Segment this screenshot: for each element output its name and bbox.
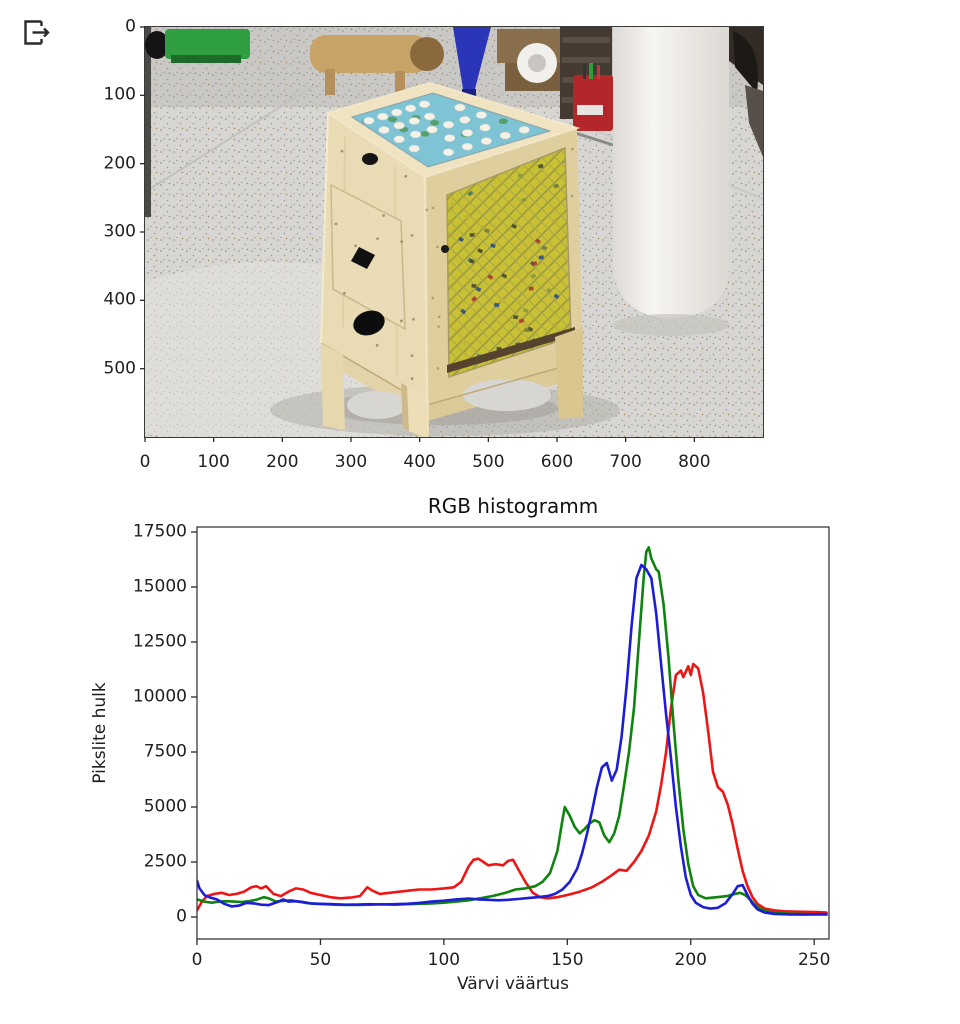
image-x-tick-label: 700 (609, 452, 642, 472)
handle-hole (353, 310, 385, 336)
image-x-tick-label: 0 (139, 452, 151, 472)
hist-x-tick-label: 250 (797, 950, 831, 970)
hist-y-tick-label: 12500 (132, 631, 187, 652)
screw-holes (334, 147, 574, 381)
red-toolbox (573, 63, 613, 131)
tape-roll (517, 43, 557, 83)
wooden-game-box (320, 81, 584, 437)
leaning-panel (330, 183, 406, 331)
dark-corner (729, 27, 763, 157)
image-y-tick-label: 100 (103, 84, 136, 105)
green-machine (165, 29, 250, 63)
panel-knob (351, 247, 375, 269)
hist-x-tick-label: 100 (427, 950, 461, 970)
image-x-tick-label: 100 (197, 452, 230, 472)
handle-hole (362, 153, 378, 165)
image-y-tick-label: 400 (103, 289, 136, 310)
hist-x-tick-label: 200 (674, 950, 707, 970)
top-game-board (350, 92, 552, 168)
image-y-tick-label: 200 (103, 153, 136, 174)
hist-x-tick-label: 150 (551, 950, 584, 970)
hist-y-tick-label: 10000 (132, 686, 187, 707)
histogram-lines (197, 546, 828, 916)
peg-hole (441, 245, 449, 253)
image-x-tick-label: 800 (678, 452, 711, 472)
hist-y-tick-label: 2500 (143, 851, 187, 872)
right-arch (463, 379, 551, 411)
chart-title: RGB histogramm (427, 494, 599, 518)
hist-y-tick-label: 17500 (132, 521, 187, 542)
white-plastic-container (613, 27, 729, 336)
image-x-tick-label: 200 (266, 452, 299, 472)
wooden-roller-tool (310, 35, 444, 97)
green-channel-line (197, 546, 828, 916)
image-x-tick-label: 400 (403, 452, 436, 472)
background-shelf-items (145, 27, 763, 336)
hist-y-tick-label: 15000 (132, 576, 187, 597)
hist-x-tick-label: 0 (191, 950, 203, 970)
box-leg (555, 327, 583, 419)
hist-y-tick-label: 0 (176, 906, 187, 927)
open-external-icon[interactable] (20, 16, 52, 48)
image-x-tick-label: 600 (540, 452, 574, 472)
hist-x-tick-label: 50 (309, 950, 332, 970)
image-plot-photo (144, 26, 764, 438)
rail-slot (447, 327, 575, 373)
x-axis-label: Värvi väärtus (456, 974, 570, 994)
image-x-tick-label: 300 (334, 452, 368, 472)
histogram-spines (196, 526, 830, 940)
y-axis-label: Pikslite hulk (90, 682, 110, 784)
left-arch (347, 391, 407, 419)
hist-y-tick-label: 5000 (143, 796, 187, 817)
red-channel-line (197, 662, 828, 914)
image-y-tick-label: 500 (103, 358, 136, 379)
tile-joint (145, 84, 316, 193)
image-x-tick-label: 500 (472, 452, 505, 472)
box-leg (321, 343, 345, 430)
hist-y-tick-label: 7500 (143, 741, 187, 762)
image-y-tick-label: 300 (103, 221, 136, 242)
blue-channel-line (197, 563, 828, 916)
image-y-tick-label: 0 (125, 16, 136, 37)
